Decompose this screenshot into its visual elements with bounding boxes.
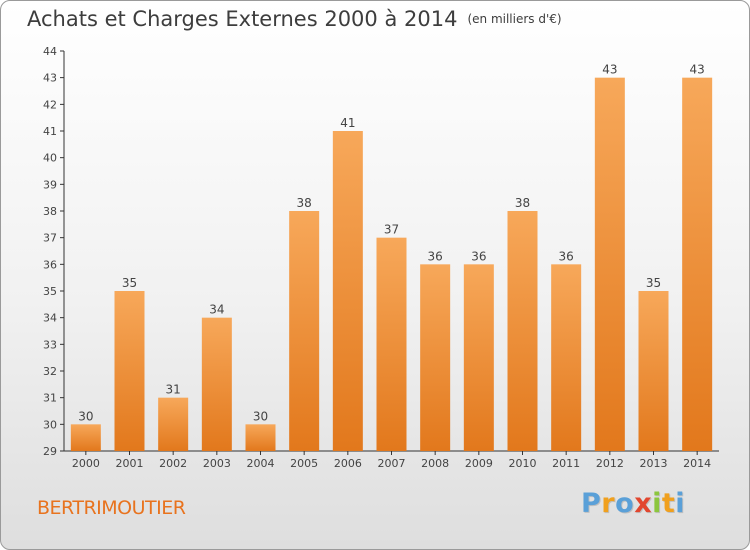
x-tick-label: 2004 (247, 457, 275, 470)
x-tick-label: 2005 (290, 457, 318, 470)
y-tick-label: 39 (43, 178, 57, 191)
y-tick-label: 38 (43, 205, 57, 218)
bar (158, 397, 189, 451)
bar-value-label: 30 (78, 409, 93, 423)
x-tick-label: 2013 (640, 457, 668, 470)
x-tick-label: 2014 (683, 457, 711, 470)
y-tick-label: 37 (43, 232, 57, 245)
bar-value-label: 41 (340, 116, 355, 130)
bar-value-label: 43 (690, 63, 705, 77)
x-axis: 2000 2001 2002 2003 2004 2005 2006 2007 2008 2009… (64, 450, 719, 470)
bar (332, 131, 363, 451)
title-unit: (en milliers d'€) (467, 12, 562, 26)
bar-value-label: 38 (515, 196, 530, 210)
x-tick-label: 2002 (159, 457, 187, 470)
x-tick-label: 2006 (334, 457, 362, 470)
y-tick-label: 34 (43, 312, 57, 325)
bar-value-label: 35 (122, 276, 137, 290)
bar (289, 211, 320, 451)
chart-title: Achats et Charges Externes 2000 à 2014 (e… (27, 7, 562, 31)
logo-letter: i (675, 488, 686, 519)
logo-letter: P (581, 488, 602, 519)
bar (594, 77, 625, 452)
logo-letter: o (615, 488, 635, 519)
y-tick-label: 29 (43, 445, 57, 458)
bar (507, 211, 538, 451)
y-tick-label: 31 (43, 392, 57, 405)
bar-value-label: 36 (559, 249, 574, 263)
bar-value-label: 43 (602, 63, 617, 77)
y-tick-label: 33 (43, 338, 57, 351)
y-tick-label: 42 (43, 98, 57, 111)
bar-value-label: 36 (428, 249, 443, 263)
x-tick-label: 2007 (378, 457, 406, 470)
bar-value-label: 30 (253, 409, 268, 423)
y-tick-label: 43 (43, 72, 57, 85)
y-tick-label: 44 (43, 45, 57, 58)
x-tick-label: 2010 (509, 457, 537, 470)
bar-value-label: 37 (384, 223, 399, 237)
bar-value-label: 31 (166, 383, 181, 397)
bar (376, 237, 407, 451)
bar (245, 424, 276, 451)
y-tick-label: 32 (43, 365, 57, 378)
x-tick-label: 2000 (72, 457, 100, 470)
title-text: Achats et Charges Externes 2000 à 2014 (27, 7, 458, 31)
x-tick-label: 2003 (203, 457, 231, 470)
logo-letter: x (634, 488, 653, 519)
logo-letter: t (661, 488, 676, 519)
y-tick-label: 35 (43, 285, 57, 298)
logo-letter: r (601, 488, 616, 519)
logo-letter: i (652, 488, 662, 519)
x-tick-label: 2009 (465, 457, 493, 470)
bar (463, 264, 494, 451)
bar-value-label: 36 (471, 249, 486, 263)
bar (682, 77, 713, 452)
x-tick-label: 2011 (552, 457, 580, 470)
bar-value-label: 38 (297, 196, 312, 210)
y-tick-label: 36 (43, 258, 57, 271)
bar-value-label: 35 (646, 276, 661, 290)
proxiti-logo: Proxiti (581, 488, 685, 519)
x-tick-label: 2008 (421, 457, 449, 470)
y-tick-label: 41 (43, 125, 57, 138)
x-tick-label: 2012 (596, 457, 624, 470)
bar (420, 264, 451, 451)
y-axis: 29 30 31 32 33 34 35 36 37 38 39 40 41 42 43 44 (43, 45, 65, 458)
bar (551, 264, 582, 451)
bar-series: 30 35 31 34 30 38 41 37 36 36 38 36 43 35 43 (70, 63, 713, 452)
y-tick-label: 40 (43, 152, 57, 165)
bar (201, 317, 232, 451)
y-tick-label: 30 (43, 418, 57, 431)
bar-value-label: 34 (209, 303, 224, 317)
bar (638, 291, 669, 451)
x-tick-label: 2001 (116, 457, 144, 470)
bar (70, 424, 101, 451)
bar (114, 291, 145, 451)
commune-name: BERTRIMOUTIER (37, 497, 186, 519)
